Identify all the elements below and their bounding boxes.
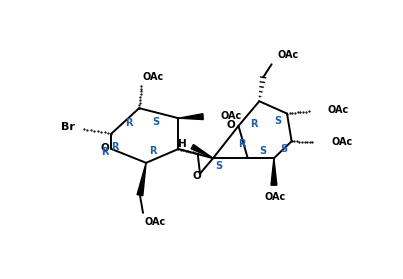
Text: S: S	[216, 161, 223, 171]
Text: O: O	[226, 120, 235, 130]
Text: O: O	[101, 143, 110, 153]
Text: R: R	[149, 146, 157, 156]
Text: S: S	[280, 144, 287, 154]
Polygon shape	[191, 145, 213, 158]
Text: R: R	[125, 118, 132, 128]
Text: OAc: OAc	[278, 50, 299, 60]
Text: R: R	[250, 119, 258, 129]
Text: R: R	[102, 147, 109, 157]
Text: R: R	[111, 142, 118, 152]
Text: S: S	[274, 116, 281, 126]
Text: OAc: OAc	[332, 137, 353, 147]
Polygon shape	[271, 158, 277, 185]
Text: S: S	[259, 146, 266, 155]
Text: OAc: OAc	[142, 72, 164, 82]
Text: OAc: OAc	[220, 111, 241, 121]
Text: OAc: OAc	[145, 217, 166, 227]
Text: OAc: OAc	[265, 192, 286, 202]
Text: Br: Br	[61, 122, 75, 132]
Text: H: H	[178, 139, 187, 149]
Text: R: R	[239, 139, 246, 149]
Text: S: S	[153, 117, 160, 127]
Text: OAc: OAc	[327, 105, 348, 116]
Text: O: O	[193, 171, 201, 181]
Polygon shape	[137, 163, 146, 196]
Polygon shape	[179, 114, 203, 120]
